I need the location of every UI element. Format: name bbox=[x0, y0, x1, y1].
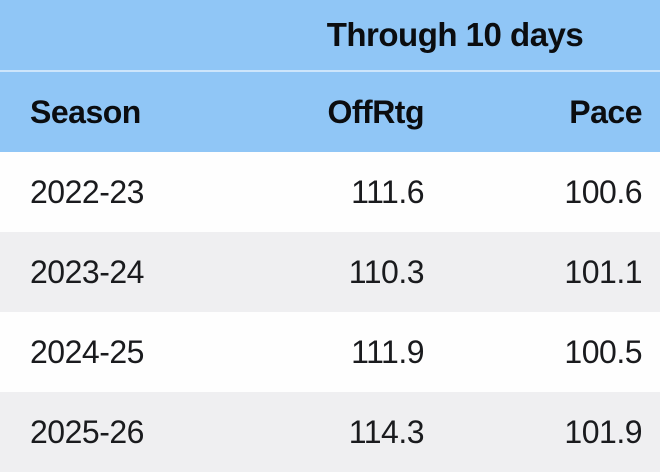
column-header-season: Season bbox=[30, 93, 141, 130]
table-banner-row: Through 10 days bbox=[0, 0, 660, 72]
offrtg-value: 110.3 bbox=[348, 253, 425, 290]
table-row: 2025-26 114.3 101.9 bbox=[0, 392, 660, 472]
column-header-offrtg: OffRtg bbox=[327, 93, 424, 130]
table-header-row: Season OffRtg Pace bbox=[0, 72, 660, 152]
banner-title: Through 10 days bbox=[326, 16, 584, 53]
offrtg-value: 111.6 bbox=[351, 173, 424, 210]
offrtg-value: 111.9 bbox=[351, 333, 424, 370]
pace-value: 100.6 bbox=[564, 173, 642, 210]
offrtg-value: 114.3 bbox=[348, 413, 425, 450]
season-value: 2022-23 bbox=[30, 173, 144, 210]
table-row: 2024-25 111.9 100.5 bbox=[0, 312, 660, 392]
column-header-pace: Pace bbox=[569, 93, 642, 130]
season-value: 2025-26 bbox=[30, 413, 144, 450]
pace-value: 100.5 bbox=[564, 333, 642, 370]
pace-value: 101.1 bbox=[564, 253, 642, 290]
pace-value: 101.9 bbox=[564, 413, 642, 450]
table-row: 2022-23 111.6 100.6 bbox=[0, 152, 660, 232]
season-value: 2023-24 bbox=[30, 253, 144, 290]
table-row: 2023-24 110.3 101.1 bbox=[0, 232, 660, 312]
season-value: 2024-25 bbox=[30, 333, 144, 370]
